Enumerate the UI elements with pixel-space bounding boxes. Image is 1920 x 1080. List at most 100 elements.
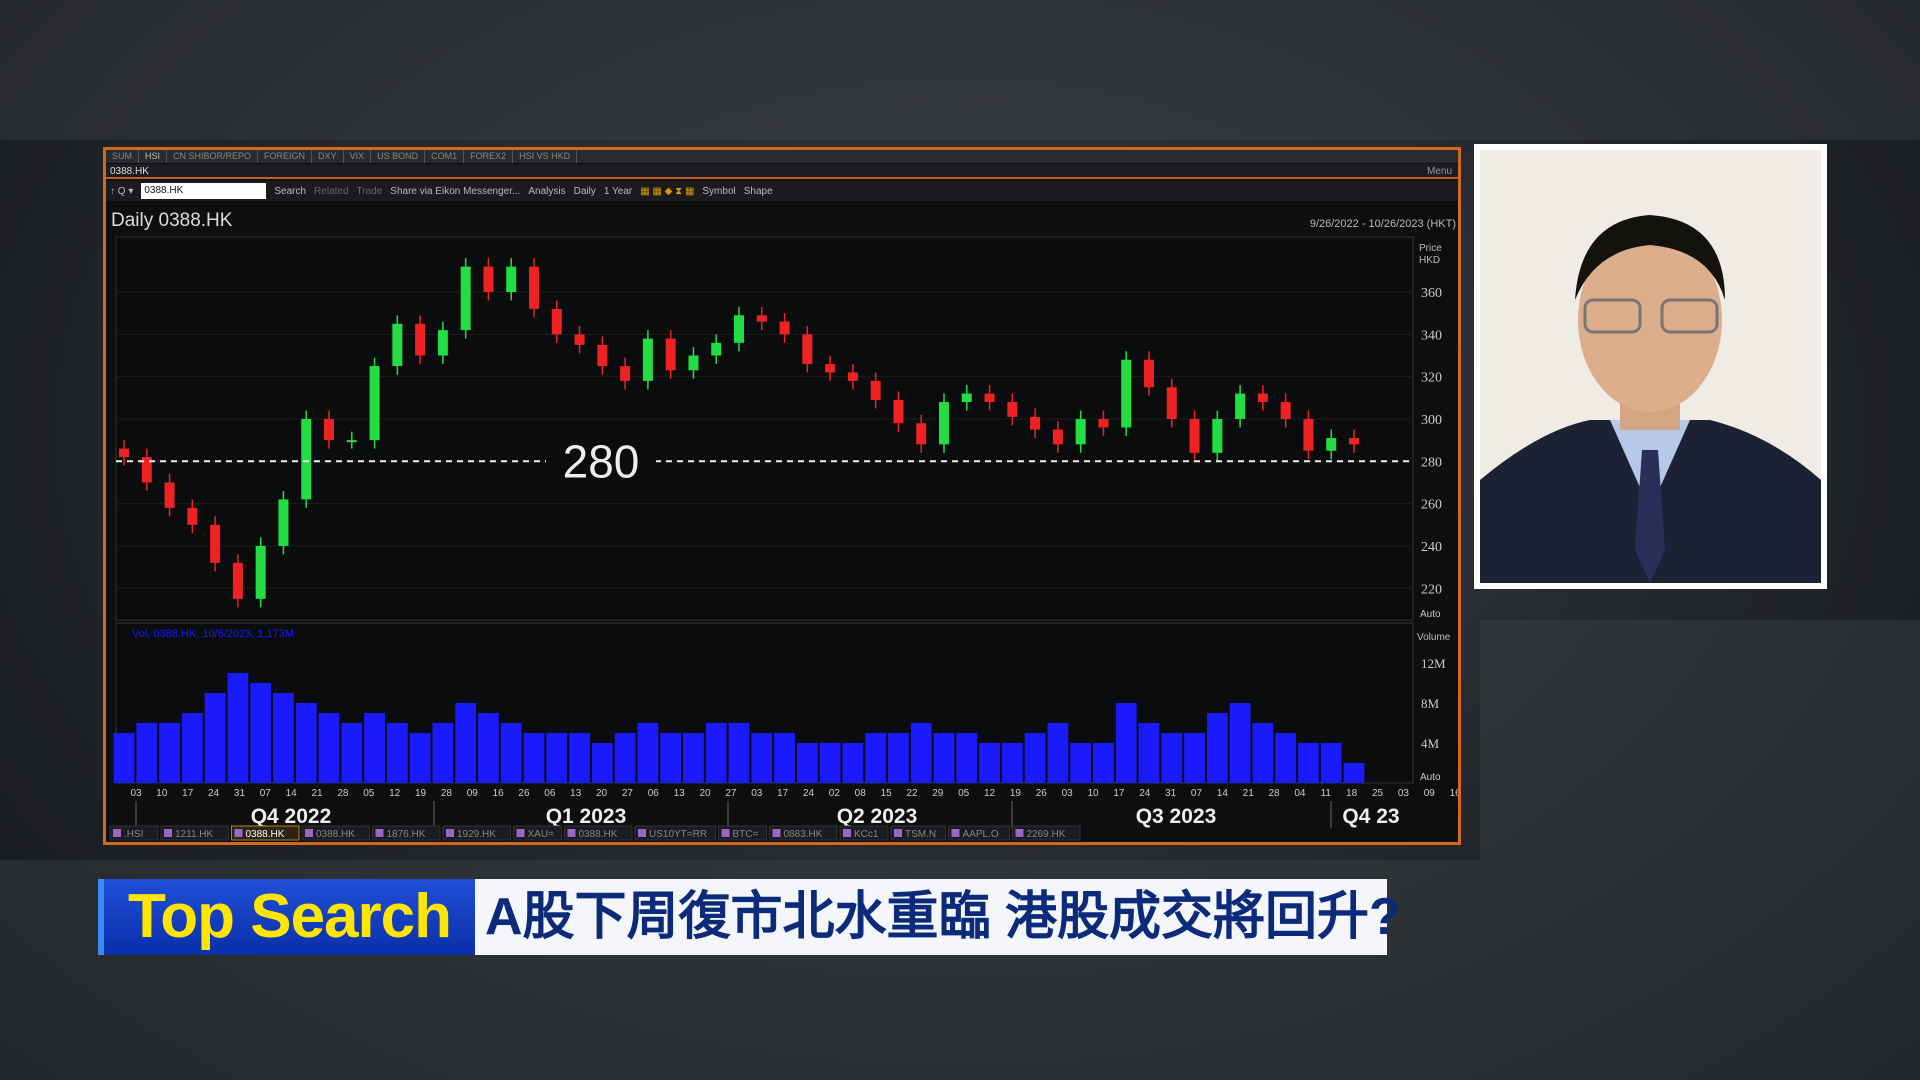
candle [1257, 393, 1268, 403]
share-button[interactable]: Share via Eikon Messenger... [390, 185, 521, 197]
price-tick: 280 [1421, 455, 1442, 470]
date-tick: 24 [208, 788, 220, 799]
chart-tab-icon [951, 829, 960, 837]
candle [847, 372, 858, 381]
chart-tools-icon[interactable]: ▦ ▦ ◆ ⧗ ▦ [640, 185, 695, 197]
volume-bar [751, 733, 773, 783]
date-tick: 09 [467, 788, 479, 799]
top-tab[interactable]: CN SHIBOR/REPO [167, 150, 259, 163]
date-tick: 20 [596, 788, 608, 799]
top-tab[interactable]: DXY [312, 150, 344, 163]
bottom-tab-label: 1876.HK [387, 829, 426, 840]
date-tick: 26 [1036, 788, 1048, 799]
bottom-tab[interactable] [948, 825, 1010, 841]
volume-tick: 12M [1421, 656, 1446, 671]
date-tick: 17 [777, 788, 789, 799]
candle [232, 562, 243, 599]
price-tick: 340 [1421, 328, 1442, 343]
bottom-tab[interactable] [769, 825, 838, 841]
menu-button[interactable]: Menu [1426, 166, 1452, 177]
top-tab[interactable]: HSI VS HKD [513, 150, 578, 163]
interval-select[interactable]: Daily [573, 185, 596, 197]
date-tick: 05 [958, 788, 970, 799]
volume-bar [888, 733, 909, 783]
chart-tab-icon [516, 829, 525, 837]
volume-bar [523, 733, 545, 783]
shape-button[interactable]: Shape [743, 185, 773, 197]
bottom-tab[interactable] [301, 825, 370, 841]
candle [802, 334, 813, 364]
bottom-tab[interactable] [160, 825, 229, 841]
chart-tab-icon [1015, 829, 1024, 837]
top-tab[interactable]: FOREX2 [464, 150, 514, 163]
date-tick: 13 [674, 788, 686, 799]
trade-button[interactable]: Trade [356, 185, 383, 197]
date-tick: 12 [389, 788, 401, 799]
banner-headline: A股下周復市北水重臨 港股成交將回升? [475, 879, 1401, 955]
bottom-tab[interactable] [109, 825, 159, 841]
bottom-tab[interactable] [634, 825, 716, 841]
bottom-tab[interactable] [839, 825, 889, 841]
volume-bar [683, 733, 704, 783]
banner-tag: Top Search [98, 879, 475, 955]
candle [688, 355, 699, 371]
volume-bar [546, 733, 568, 783]
search-button[interactable]: Search [274, 185, 307, 197]
bottom-tab[interactable] [442, 825, 511, 841]
chart-window: SUM HSI CN SHIBOR/REPO FOREIGN DXY VIX US BOND… [103, 147, 1461, 845]
candle [415, 323, 426, 356]
volume-bar [1343, 763, 1365, 783]
candle [1189, 418, 1200, 453]
volume-bar [204, 693, 226, 783]
bottom-tab-label: .HSI [124, 829, 143, 840]
bottom-tab[interactable] [718, 825, 767, 841]
date-tick: 15 [881, 788, 893, 799]
volume-bar [796, 743, 818, 783]
candle [1303, 418, 1314, 451]
analysis-button[interactable]: Analysis [528, 185, 566, 197]
period-select[interactable]: 1 Year [603, 185, 633, 197]
top-tab[interactable]: SUM [106, 150, 139, 163]
ric-input[interactable]: 0388.HK [141, 183, 267, 199]
volume-bar [227, 673, 249, 783]
candle [1030, 416, 1041, 430]
top-tab[interactable]: COM1 [425, 150, 465, 163]
volume-bar [386, 723, 408, 783]
volume-bar [1298, 743, 1319, 783]
top-tab[interactable]: HSI [139, 150, 168, 163]
date-tick: 07 [1191, 788, 1203, 799]
bottom-tab[interactable] [564, 825, 633, 841]
candle [324, 418, 334, 441]
bottom-tab[interactable] [513, 825, 562, 841]
date-tick: 24 [1139, 788, 1151, 799]
search-icon[interactable]: ↑ Q ▾ [110, 185, 134, 197]
candle [870, 380, 881, 400]
top-tab[interactable]: FOREIGN [258, 150, 313, 163]
symbol-button[interactable]: Symbol [702, 185, 736, 197]
top-tab[interactable]: VIX [344, 150, 372, 163]
bottom-tab-label: KCc1 [854, 829, 879, 840]
chart-tab-icon [843, 829, 851, 837]
price-axis-unit: HKD [1419, 255, 1440, 266]
volume-axis-label: Volume [1417, 632, 1451, 643]
volume-bar [1024, 733, 1046, 783]
quarter-label: Q4 23 [1342, 805, 1399, 828]
bottom-tab-label: 0388.HK [316, 829, 355, 840]
date-tick: 22 [906, 788, 918, 799]
date-tick: 03 [1062, 788, 1074, 799]
bottom-tab[interactable] [890, 825, 946, 841]
candle [119, 448, 129, 458]
bottom-tab[interactable] [372, 825, 441, 841]
candle [1098, 418, 1109, 428]
chart-tab-icon [234, 829, 243, 837]
bottom-tab[interactable] [1012, 825, 1081, 841]
top-tab[interactable]: US BOND [371, 150, 426, 163]
date-tick: 27 [725, 788, 737, 799]
date-tick: 31 [1165, 788, 1177, 799]
candle [1007, 402, 1018, 417]
volume-bar [1138, 723, 1160, 783]
bottom-tab[interactable] [231, 825, 300, 841]
related-button[interactable]: Related [314, 185, 349, 197]
candle [779, 321, 790, 335]
